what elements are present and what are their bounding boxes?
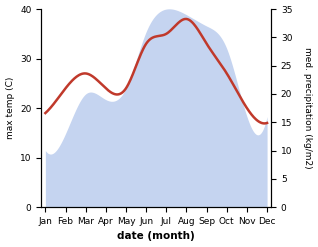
X-axis label: date (month): date (month)	[117, 231, 195, 242]
Y-axis label: max temp (C): max temp (C)	[5, 77, 15, 139]
Y-axis label: med. precipitation (kg/m2): med. precipitation (kg/m2)	[303, 47, 313, 169]
